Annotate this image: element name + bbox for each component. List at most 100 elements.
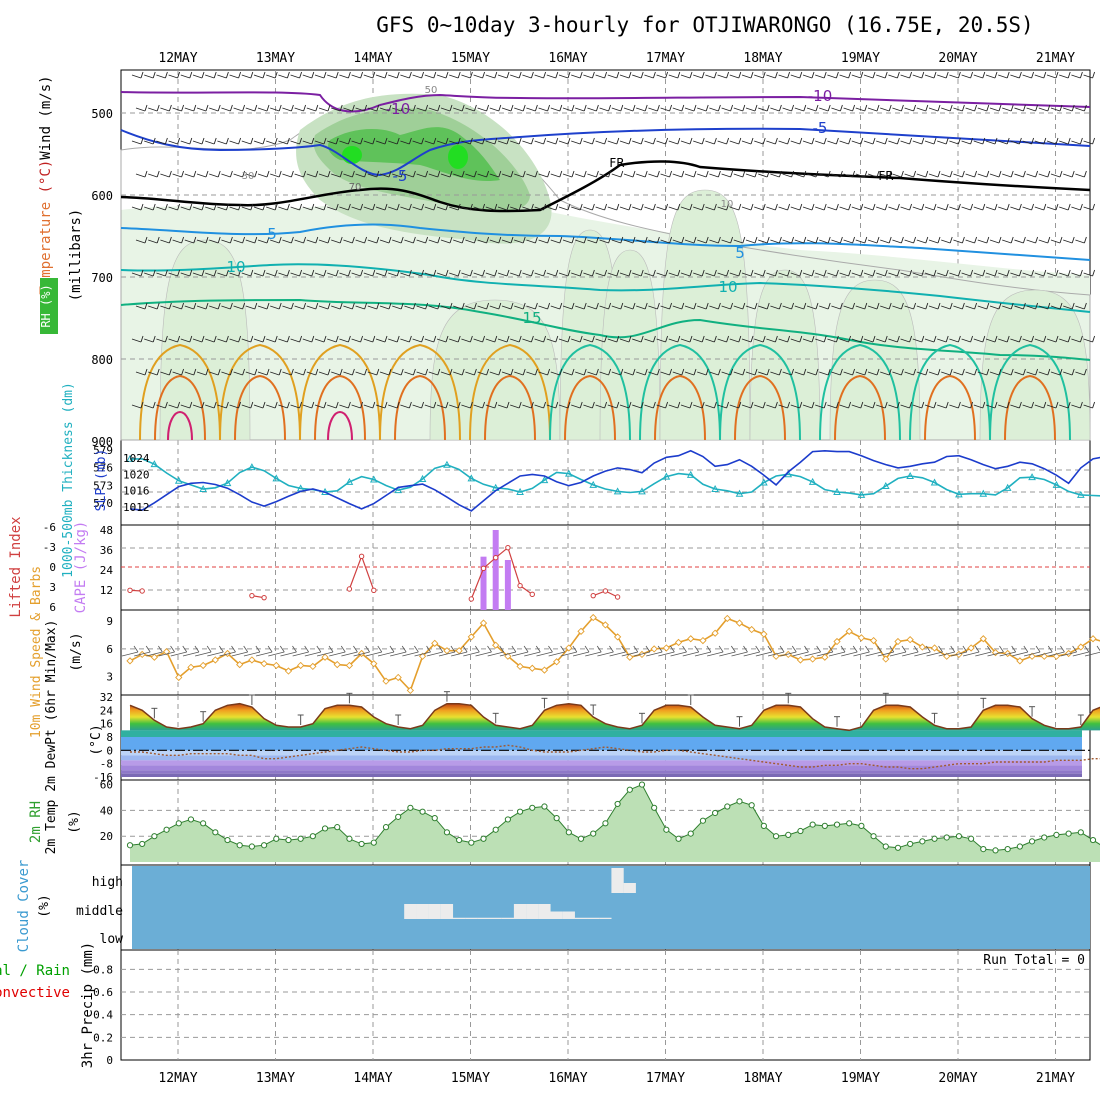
wind-barb-flag: [1006, 269, 1010, 277]
wind-barb: [888, 140, 898, 145]
wind-barb: [449, 74, 459, 79]
slp-tick: 1020: [123, 468, 150, 481]
wind-barb: [839, 338, 849, 343]
wind-barb-flag: [360, 335, 364, 343]
wind-barb: [1014, 107, 1024, 112]
wind-barb-flag: [189, 269, 193, 277]
rh-point: [516, 808, 524, 815]
contour-label: -5: [813, 119, 828, 137]
wind10-barb: [219, 651, 236, 657]
wind-barb: [510, 140, 520, 145]
pressure-tick: 500: [91, 107, 113, 121]
wind10-barb-flag: [791, 645, 797, 653]
wind-barb-flag: [347, 401, 351, 409]
wind-barb: [424, 206, 434, 211]
wind-barb: [363, 272, 373, 277]
wind-barb: [599, 107, 609, 112]
rh-point: [1053, 831, 1060, 839]
wind-barb: [367, 107, 377, 112]
wind10-barb: [1084, 651, 1100, 657]
cloud-middle-bar: [538, 904, 551, 919]
wind-barb-flag: [323, 401, 327, 409]
wind10-barb-flag: [438, 645, 444, 653]
wind-barb-flag: [608, 236, 612, 244]
wind-barb-flag: [286, 203, 290, 211]
wind-barb: [400, 140, 410, 145]
wind-barb-flag: [372, 137, 376, 145]
wind-barb: [160, 305, 170, 310]
wind-barb-flag: [1022, 170, 1026, 178]
wind10-barb-flag: [755, 645, 761, 653]
wind-barb: [1010, 140, 1020, 145]
wind-barb: [1002, 239, 1012, 244]
rh-point: [456, 836, 463, 844]
wind10-barb-flag: [1084, 645, 1090, 653]
wind-barb: [168, 338, 178, 343]
wind-barb-flag: [482, 401, 486, 409]
wind10-point: [748, 625, 756, 634]
rh2m-ylabel: 2m RH: [28, 801, 44, 843]
wind-barb-flag: [266, 104, 270, 112]
wind-barb: [388, 272, 398, 277]
wind-barb: [546, 338, 556, 343]
cloud-middle-bar: [599, 917, 612, 919]
wind-barb: [192, 338, 203, 343]
wind-barb-flag: [604, 137, 608, 145]
rh-point: [638, 781, 646, 788]
rh-point: [187, 816, 195, 823]
contour-label: 15: [522, 309, 541, 327]
wind-barb-flag: [778, 368, 782, 376]
thickness-line-point: [467, 474, 476, 482]
wind-barb-flag: [425, 170, 429, 178]
wind-barb: [270, 305, 280, 310]
wind-barb: [806, 305, 817, 310]
wind-barb: [1022, 74, 1032, 79]
precip-tick: 0.2: [93, 1031, 113, 1044]
wind-barb-flag: [787, 335, 791, 343]
wind-barb-flag: [803, 104, 807, 112]
wind-barb-flag: [665, 335, 669, 343]
temp-contour-loop-inner: [314, 374, 366, 441]
wind-barb: [485, 272, 495, 277]
wind-barb-flag: [1079, 71, 1083, 79]
wind-barb: [1046, 272, 1057, 277]
wind-barb: [424, 74, 434, 79]
wind-barb-flag: [347, 335, 351, 343]
wind-barb: [989, 371, 1000, 376]
wind-barb: [656, 404, 666, 409]
wind-barb: [632, 338, 642, 343]
wind-barb-flag: [543, 71, 547, 79]
rh-point: [846, 820, 853, 827]
wind-barb-flag: [640, 137, 644, 145]
wind-barb: [705, 140, 715, 145]
wind-barb-flag: [913, 170, 917, 178]
wind-barb-flag: [738, 71, 742, 79]
wind-barb: [453, 173, 463, 178]
wind-barb-flag: [506, 71, 510, 79]
wind-barb: [827, 272, 837, 277]
wind-barb-flag: [937, 236, 941, 244]
wind-barb: [571, 338, 581, 343]
wind-barb: [546, 404, 556, 409]
wind-barb-flag: [583, 104, 587, 112]
wind-barb: [131, 272, 142, 277]
wind-barb-flag: [1083, 236, 1087, 244]
wind-barb-flag: [412, 170, 416, 178]
rh-point: [821, 822, 828, 829]
wind-barb-flag: [254, 236, 258, 244]
wind-barb-flag: [433, 137, 437, 145]
wind-barb: [327, 206, 337, 211]
wind10-barb: [694, 651, 712, 657]
wind-barb-flag: [705, 104, 709, 112]
wind-barb: [912, 206, 922, 211]
wind-barb: [928, 239, 939, 244]
wind-barb: [721, 239, 731, 244]
wind-barb-flag: [567, 335, 571, 343]
cloud-ylabel-part: Cloud Cover: [16, 860, 32, 953]
thickness-line-point: [760, 478, 768, 486]
wind-barb-flag: [1010, 302, 1014, 310]
wind-barb: [465, 107, 475, 112]
wind10-barb-flag: [474, 645, 480, 653]
wind-barb: [245, 371, 255, 376]
wind-barb: [241, 74, 251, 79]
